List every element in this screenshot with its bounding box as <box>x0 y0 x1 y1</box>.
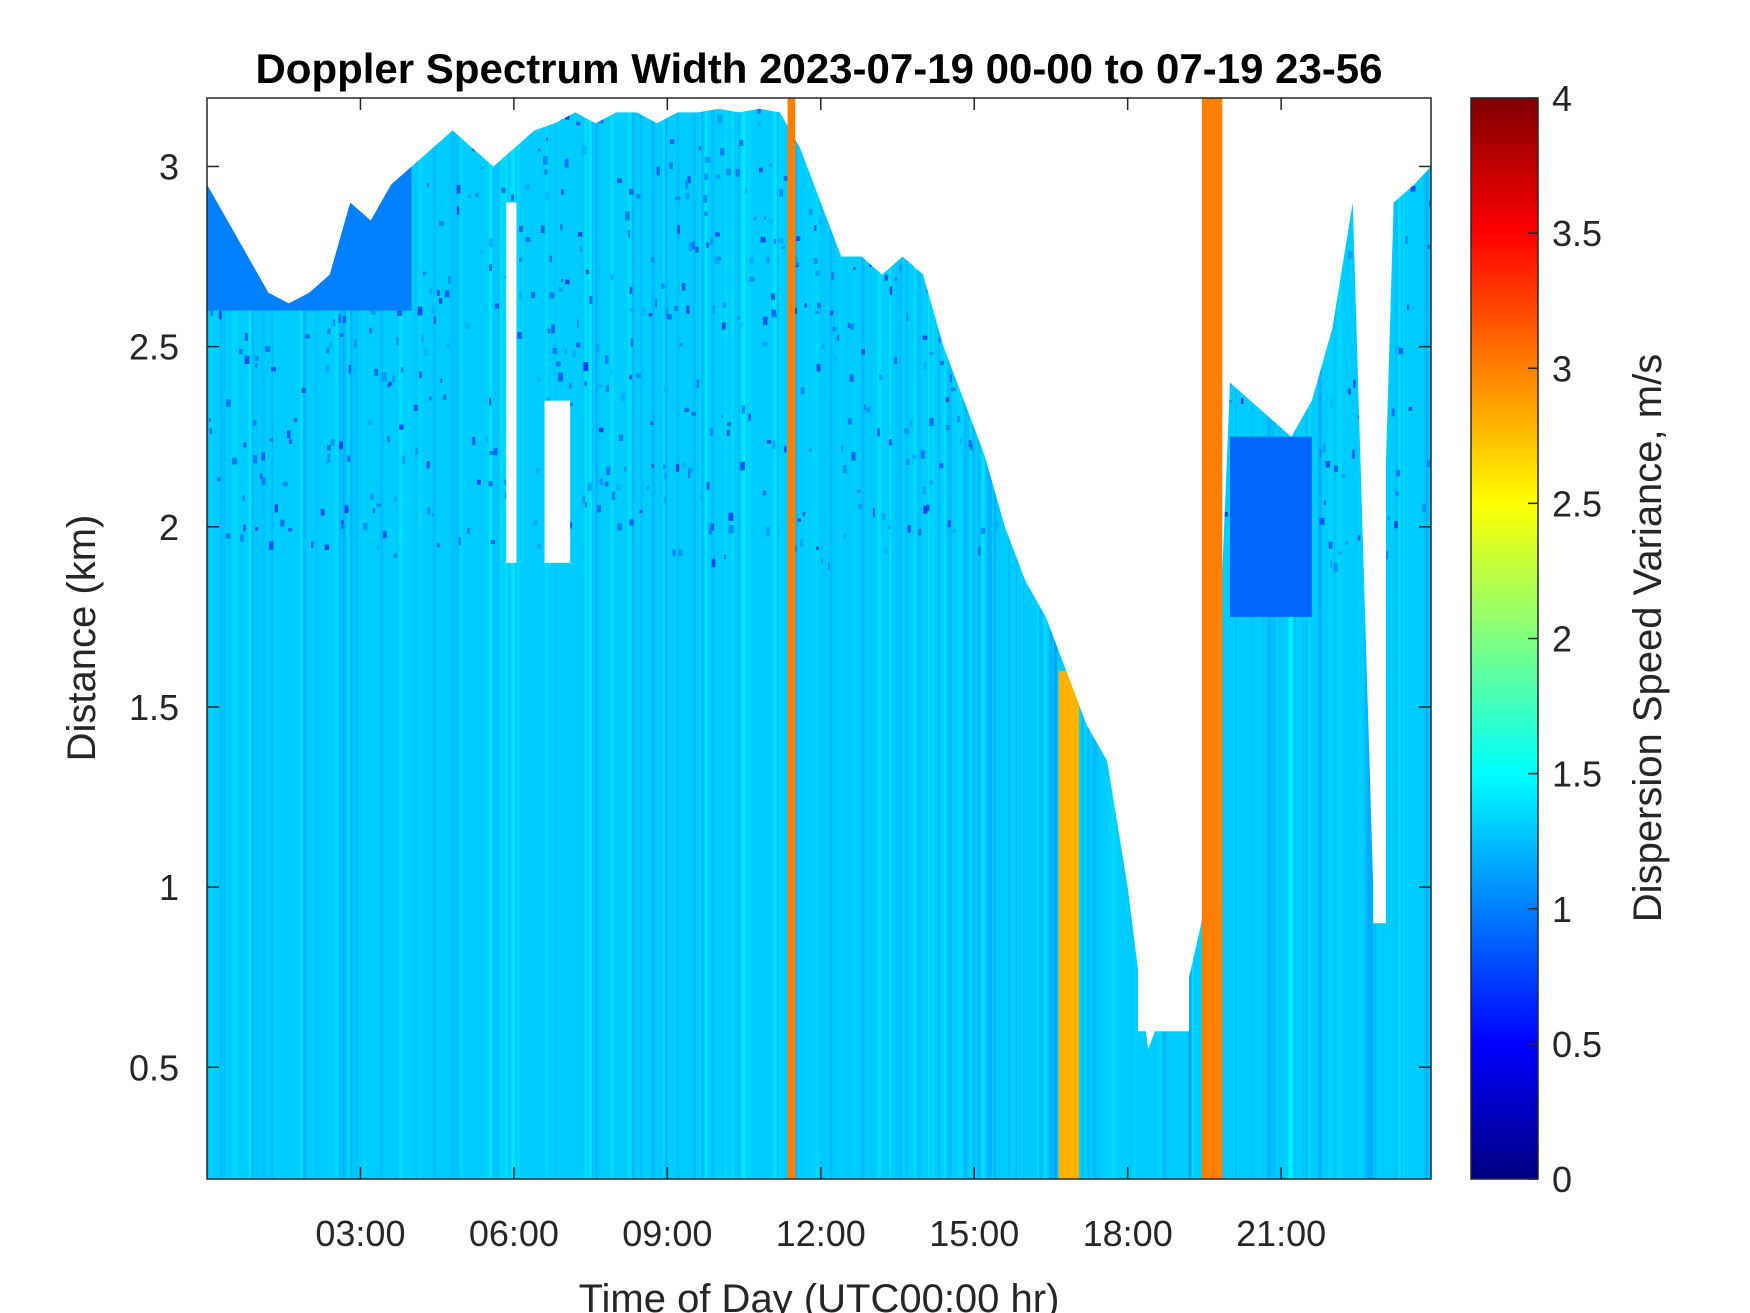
plot-area <box>207 98 1431 1179</box>
y-tick-label: 2.5 <box>129 327 179 368</box>
no-data-region <box>207 98 1431 1050</box>
colorbar-tick-label: 0.5 <box>1552 1024 1602 1065</box>
x-tick-label: 15:00 <box>929 1213 1019 1254</box>
y-tick-label: 1.5 <box>129 687 179 728</box>
y-tick-label: 2 <box>159 507 179 548</box>
colorbar <box>1470 97 1539 1180</box>
colorbar-axis: 0 0.5 1 1.5 2 2.5 3 3.5 4 <box>1528 78 1602 1200</box>
heatmap-feature <box>544 400 571 563</box>
colorbar-tick-label: 2.5 <box>1552 483 1602 524</box>
colorbar-tick-label: 1.5 <box>1552 754 1602 795</box>
heatmap-feature <box>1058 670 1080 1179</box>
colorbar-label: Dispersion Speed Variance, m/s <box>1626 354 1670 922</box>
heatmap-feature <box>787 98 796 1179</box>
colorbar-tick-label: 4 <box>1552 78 1572 119</box>
colorbar-tick-label: 3 <box>1552 348 1572 389</box>
chart-title: Doppler Spectrum Width 2023-07-19 00-00 … <box>255 45 1382 92</box>
colorbar-tick-label: 1 <box>1552 889 1572 930</box>
heatmap-feature <box>1201 98 1223 1179</box>
colorbar-tick-label: 0 <box>1552 1159 1572 1200</box>
y-tick-label: 0.5 <box>129 1047 179 1088</box>
x-axis-label: Time of Day (UTC00:00 hr) <box>579 1277 1060 1313</box>
x-tick-label: 18:00 <box>1083 1213 1173 1254</box>
y-tick-label: 3 <box>159 146 179 187</box>
y-tick-label: 1 <box>159 867 179 908</box>
plot-frame <box>206 97 1432 1180</box>
colorbar-tick-label: 2 <box>1552 619 1572 660</box>
y-axis-label: Distance (km) <box>60 515 104 762</box>
x-axis: 03:00 06:00 09:00 12:00 15:00 18:00 21:00 <box>315 98 1326 1254</box>
x-tick-label: 12:00 <box>776 1213 866 1254</box>
colorbar-tick-label: 3.5 <box>1552 213 1602 254</box>
x-tick-label: 21:00 <box>1236 1213 1326 1254</box>
y-axis: 0.5 1 1.5 2 2.5 3 <box>129 146 1431 1088</box>
heatmap-feature <box>1229 436 1312 617</box>
x-tick-label: 09:00 <box>622 1213 712 1254</box>
x-tick-label: 06:00 <box>469 1213 559 1254</box>
heatmap-feature <box>506 202 517 563</box>
x-tick-label: 03:00 <box>315 1213 405 1254</box>
